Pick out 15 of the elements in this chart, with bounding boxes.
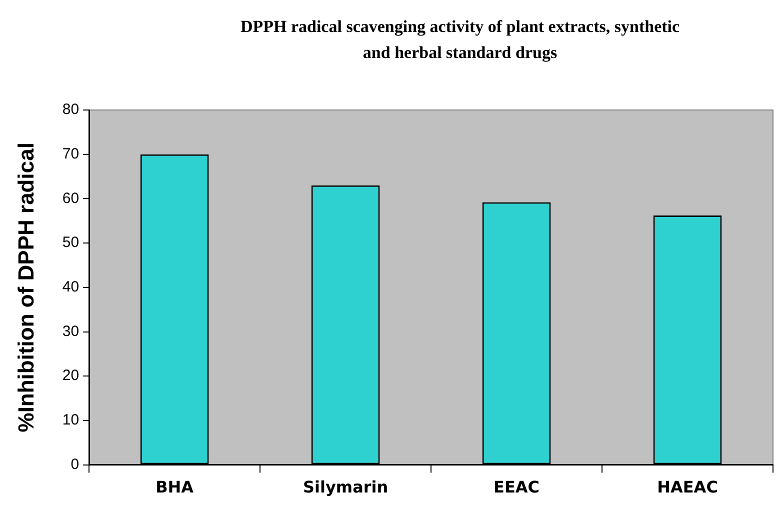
y-tick-label: 50 (62, 234, 80, 252)
y-tick-label: 0 (70, 456, 80, 473)
x-tick-label: Silymarin (302, 478, 388, 497)
y-tick-label: 10 (62, 412, 80, 429)
y-tick-label: 40 (62, 278, 80, 296)
x-tick-label: BHA (156, 478, 194, 497)
y-tick-label: 80 (62, 101, 80, 118)
y-tick-label: 60 (62, 190, 80, 207)
y-tick-label: 20 (62, 367, 80, 384)
x-tick-label: HAEAC (657, 478, 718, 497)
chart-title: DPPH radical scavenging activity of plant extracts, synthetic and herbal standard drugs (240, 16, 680, 64)
y-axis-title: %Inhibition of DPPH radical (13, 142, 38, 432)
y-tick-label: 30 (62, 322, 80, 340)
y-tick-label: 70 (62, 145, 80, 162)
x-tick-label: EEAC (494, 478, 540, 497)
